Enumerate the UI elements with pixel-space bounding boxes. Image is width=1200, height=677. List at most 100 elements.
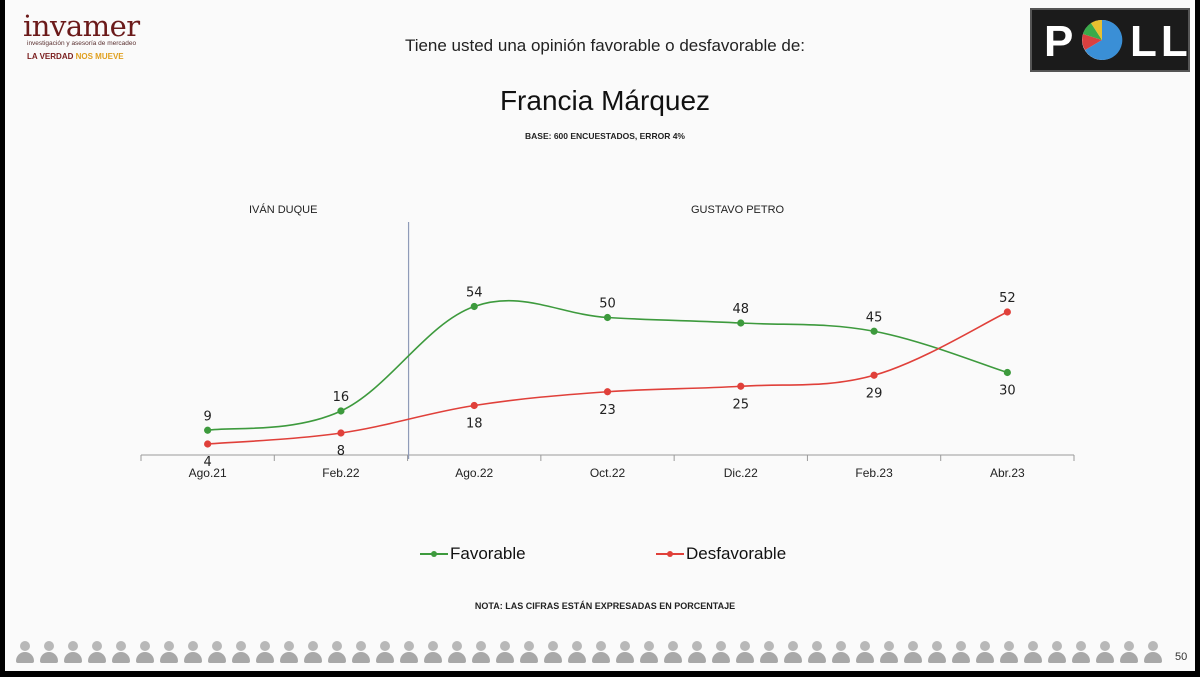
desfavorable-point [470,401,478,410]
desfavorable-point [337,429,345,437]
person-icon [231,640,251,664]
desfavorable-point [204,440,212,448]
favorable-point [1003,368,1011,377]
person-icon [1119,640,1139,664]
person-icon [399,640,419,664]
poll-pie-yellow [1091,19,1102,40]
x-tick-label: Dic.22 [724,466,758,480]
desfavorable-data-label: 29 [866,386,883,401]
logo-name: invamer [23,9,140,43]
logo-tagline: LA VERDAD NOS MUEVE [27,52,124,61]
person-icon [279,640,299,664]
desfavorable-point [870,371,878,379]
favorable-data-label: 50 [599,297,616,312]
person-icon [711,640,731,664]
person-icon [495,640,515,664]
person-icon [615,640,635,664]
x-tick-label: Ago.21 [189,466,227,480]
person-icon [111,640,131,664]
person-icon [375,640,395,664]
person-icon [1143,640,1163,664]
desfavorable-data-label: 52 [999,291,1016,306]
favorable-point [470,302,478,311]
crowd-decoration [15,640,1165,666]
favorable-point [737,319,745,327]
x-tick-label: Ago.22 [455,466,493,480]
person-icon [975,640,995,664]
logo-subtitle: investigación y asesoría de mercadeo [27,40,137,47]
person-icon [591,640,611,664]
desfavorable-data-label: 8 [337,444,345,459]
person-icon [519,640,539,664]
person-icon [1047,640,1067,664]
sample-base: BASE: 600 ENCUESTADOS, ERROR 4% [525,131,685,141]
person-icon [303,640,323,664]
desfavorable-data-label: 18 [466,417,483,432]
favorable-data-label: 16 [333,390,350,405]
logo-tagline-a: LA VERDAD [27,52,74,61]
favorable-data-label: 48 [733,302,750,317]
person-icon [687,640,707,664]
x-tick-label: Oct.22 [590,466,626,480]
person-icon [783,640,803,664]
legend-desfavorable-swatch [656,551,684,557]
person-icon [207,640,227,664]
logo-tagline-b: NOS MUEVE [75,52,124,61]
person-icon [951,640,971,664]
person-icon [87,640,107,664]
desfavorable-point [603,388,612,396]
person-icon [39,640,59,664]
person-icon [663,640,683,664]
line-chart: Ago.21 Feb.22 Ago.22 Oct.22 Dic.22 Feb.23 Abr.… [140,222,1075,480]
favorable-data-label: 9 [204,409,212,424]
invamer-logo: invamer investigación y asesoría de merc… [19,10,149,68]
person-icon [471,640,491,664]
legend-favorable-label: Favorable [450,544,526,563]
person-icon [999,640,1019,664]
person-icon [543,640,563,664]
favorable-data-label: 54 [466,286,483,301]
legend-favorable: Favorable [420,543,526,565]
person-icon [447,640,467,664]
person-icon [807,640,827,664]
x-tick-label: Feb.22 [322,466,360,480]
favorable-data-label: 30 [999,384,1016,399]
chart-title: Francia Márquez [499,85,711,116]
legend-desfavorable-label: Desfavorable [686,544,787,563]
x-tick-label: Abr.23 [990,466,1025,480]
pie-chart-icon [1082,19,1123,60]
poll-pie-green [1083,23,1102,40]
person-icon [15,640,35,664]
poll-logo: P LL [1030,8,1190,72]
favorable-point [870,327,878,335]
person-icon [855,640,875,664]
poll-logo-left: P [1044,17,1078,66]
person-icon [831,640,851,664]
person-icon [639,640,659,664]
person-icon [1095,640,1115,664]
person-icon [423,640,443,664]
favorable-point [603,313,612,322]
desfavorable-point [1003,308,1011,316]
desfavorable-point [737,382,745,390]
person-icon [1023,640,1043,664]
page-number: 50 [1175,651,1188,663]
period-label-duque: IVÁN DUQUE [249,204,318,216]
x-tick-label: Feb.23 [855,466,893,480]
desfavorable-data-label: 23 [599,403,616,418]
period-label-petro: GUSTAVO PETRO [691,204,785,216]
person-icon [879,640,899,664]
survey-question: Tiene usted una opinión favorable o desf… [404,36,806,55]
person-icon [903,640,923,664]
person-icon [1071,640,1091,664]
poll-logo-right: LL [1130,17,1192,66]
person-icon [759,640,779,664]
person-icon [135,640,155,664]
legend-desfavorable: Desfavorable [656,543,786,565]
person-icon [351,640,371,664]
person-icon [567,640,587,664]
favorable-point [204,426,212,434]
person-icon [183,640,203,664]
person-icon [327,640,347,664]
